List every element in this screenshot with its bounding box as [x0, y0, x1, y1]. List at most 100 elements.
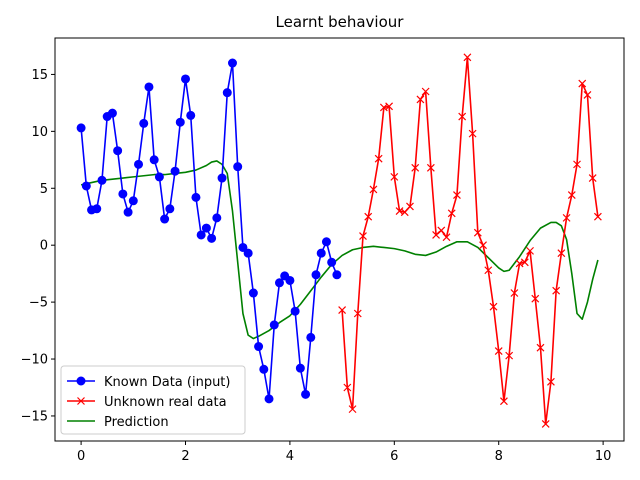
- series-layer: [76, 53, 602, 428]
- data-point: [348, 405, 357, 414]
- data-point: [479, 241, 487, 250]
- data-point: [385, 102, 394, 111]
- data-point: [295, 363, 305, 373]
- series-line-prediction: [80, 160, 599, 340]
- data-point: [536, 343, 545, 352]
- data-point: [165, 204, 175, 214]
- data-point: [426, 163, 435, 172]
- plot-frame: [54, 37, 625, 442]
- data-point: [557, 249, 566, 258]
- data-point: [473, 228, 482, 237]
- data-point: [81, 181, 91, 191]
- data-point: [364, 212, 373, 221]
- data-point: [233, 162, 243, 172]
- data-point: [321, 237, 331, 247]
- data-point: [269, 320, 279, 330]
- data-point: [327, 257, 337, 267]
- data-point: [248, 288, 258, 298]
- y-tick-label: −15: [21, 409, 48, 424]
- data-point: [123, 207, 133, 217]
- data-point: [369, 185, 378, 194]
- data-point: [274, 278, 284, 288]
- chart-title: Learnt behaviour: [276, 13, 405, 31]
- data-point: [107, 108, 117, 118]
- data-point: [332, 270, 342, 280]
- data-point: [113, 146, 123, 156]
- data-point: [196, 230, 206, 240]
- data-point: [338, 306, 347, 315]
- data-point: [154, 172, 164, 182]
- data-point: [311, 270, 321, 280]
- data-point: [453, 191, 461, 200]
- x-tick-label: 10: [595, 449, 612, 464]
- x-tick-label: 2: [181, 449, 189, 464]
- y-tick-label: 15: [31, 68, 48, 83]
- data-point: [484, 266, 493, 275]
- data-point: [406, 202, 414, 211]
- data-point: [222, 88, 232, 98]
- data-point: [353, 309, 362, 318]
- data-point: [437, 226, 446, 235]
- data-point: [510, 289, 519, 297]
- data-point: [254, 342, 264, 352]
- legend-known-label: Known Data (input): [104, 375, 230, 390]
- data-point: [217, 173, 227, 183]
- data-point: [243, 248, 253, 258]
- data-point: [374, 154, 383, 163]
- data-point: [306, 332, 316, 342]
- x-tick-label: 4: [286, 449, 294, 464]
- series-known-data-input: [76, 58, 342, 404]
- series-unknown-real-data: [338, 53, 602, 428]
- series-prediction: [80, 160, 599, 340]
- data-point: [468, 129, 477, 138]
- data-point: [588, 174, 597, 182]
- x-tick-label: 8: [495, 449, 503, 464]
- data-point: [411, 163, 420, 172]
- data-point: [458, 112, 467, 121]
- y-tick-label: −5: [29, 296, 48, 311]
- data-point: [175, 117, 185, 127]
- data-point: [207, 233, 217, 243]
- x-tick-label: 0: [77, 449, 85, 464]
- data-point: [421, 87, 430, 96]
- data-point: [191, 192, 201, 202]
- data-point: [170, 166, 180, 176]
- data-point: [489, 302, 498, 311]
- data-point: [567, 191, 576, 200]
- y-tick-label: 0: [40, 239, 48, 254]
- ticks-layer: 0 2 4 6 8 10 −15 −10 −5 0 5 10 15: [21, 68, 612, 464]
- data-point: [264, 394, 274, 404]
- y-tick-label: 5: [40, 182, 48, 197]
- data-point: [238, 242, 248, 252]
- data-point: [343, 383, 352, 392]
- data-point: [562, 213, 571, 222]
- y-tick-label: −10: [21, 353, 48, 368]
- data-point: [290, 306, 300, 316]
- data-point: [128, 196, 138, 206]
- data-point: [212, 213, 222, 223]
- data-point: [227, 58, 237, 68]
- data-point: [301, 389, 311, 399]
- data-point: [201, 223, 211, 233]
- data-point: [505, 351, 514, 360]
- data-point: [186, 110, 196, 120]
- data-point: [97, 175, 107, 185]
- data-point: [442, 233, 451, 242]
- data-point: [416, 95, 425, 104]
- data-point: [316, 248, 326, 258]
- data-point: [118, 189, 128, 199]
- y-tick-label: 10: [31, 125, 48, 140]
- legend: Known Data (input) Unknown real data Pre…: [60, 365, 246, 435]
- legend-box: [60, 365, 246, 435]
- data-point: [583, 90, 592, 99]
- data-point: [520, 258, 529, 267]
- data-point: [149, 155, 159, 165]
- data-point: [144, 82, 154, 92]
- data-point: [573, 160, 581, 169]
- data-point: [463, 53, 472, 62]
- data-point: [578, 79, 587, 88]
- legend-prediction-label: Prediction: [104, 415, 169, 430]
- data-point: [92, 204, 102, 214]
- data-point: [541, 419, 550, 428]
